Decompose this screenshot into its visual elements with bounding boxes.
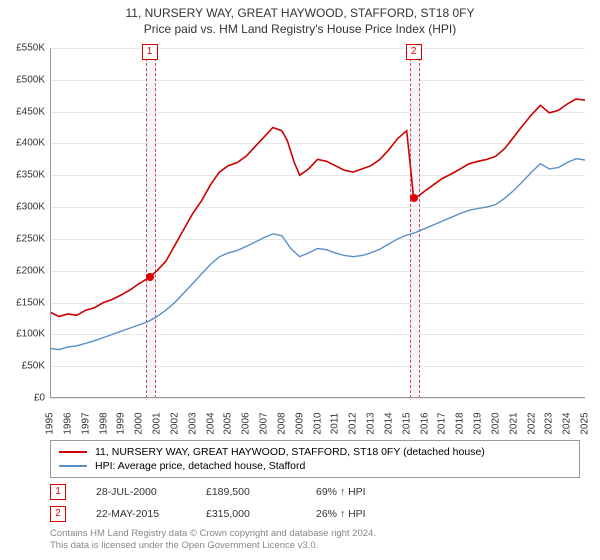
x-tick-label: 2020 bbox=[490, 412, 501, 434]
x-tick-label: 1997 bbox=[80, 412, 91, 434]
x-tick-label: 2008 bbox=[276, 412, 287, 434]
y-axis bbox=[50, 48, 51, 398]
x-tick-label: 1998 bbox=[98, 412, 109, 434]
x-tick-label: 2003 bbox=[187, 412, 198, 434]
title-main: 11, NURSERY WAY, GREAT HAYWOOD, STAFFORD… bbox=[0, 6, 600, 20]
y-tick-label: £550K bbox=[16, 43, 45, 54]
x-tick-label: 2016 bbox=[419, 412, 430, 434]
y-tick-label: £50K bbox=[22, 361, 45, 372]
x-tick-label: 2009 bbox=[294, 412, 305, 434]
x-tick-label: 1999 bbox=[116, 412, 127, 434]
sale-delta: 26% ↑ HPI bbox=[316, 508, 396, 520]
x-axis bbox=[50, 397, 585, 398]
x-tick-label: 2025 bbox=[580, 412, 591, 434]
legend: 11, NURSERY WAY, GREAT HAYWOOD, STAFFORD… bbox=[50, 440, 580, 478]
y-tick-label: £250K bbox=[16, 233, 45, 244]
legend-label: 11, NURSERY WAY, GREAT HAYWOOD, STAFFORD… bbox=[95, 446, 485, 458]
sale-marker-icon: 2 bbox=[50, 506, 66, 522]
chart-area: 12 £0£50K£100K£150K£200K£250K£300K£350K£… bbox=[50, 48, 585, 398]
x-tick-label: 2010 bbox=[312, 412, 323, 434]
sale-delta: 69% ↑ HPI bbox=[316, 486, 396, 498]
series-line-hpi bbox=[50, 159, 585, 350]
sales-row: 1 28-JUL-2000 £189,500 69% ↑ HPI bbox=[50, 484, 396, 500]
y-tick-label: £500K bbox=[16, 74, 45, 85]
legend-swatch bbox=[59, 451, 87, 453]
y-tick-label: £0 bbox=[34, 393, 45, 404]
chart-container: 11, NURSERY WAY, GREAT HAYWOOD, STAFFORD… bbox=[0, 0, 600, 560]
sale-point-marker bbox=[146, 273, 154, 281]
footer: Contains HM Land Registry data © Crown c… bbox=[50, 528, 376, 552]
line-series-svg bbox=[50, 48, 585, 398]
sale-marker-icon: 1 bbox=[50, 484, 66, 500]
x-tick-label: 2004 bbox=[205, 412, 216, 434]
sale-date: 22-MAY-2015 bbox=[96, 508, 176, 520]
footer-line: Contains HM Land Registry data © Crown c… bbox=[50, 528, 376, 540]
y-tick-label: £350K bbox=[16, 170, 45, 181]
sale-price: £189,500 bbox=[206, 486, 286, 498]
x-tick-label: 2019 bbox=[473, 412, 484, 434]
legend-item: HPI: Average price, detached house, Staf… bbox=[59, 459, 571, 473]
title-sub: Price paid vs. HM Land Registry's House … bbox=[0, 22, 600, 36]
sale-marker-flag: 1 bbox=[142, 44, 158, 60]
x-tick-label: 2015 bbox=[401, 412, 412, 434]
x-tick-label: 2002 bbox=[169, 412, 180, 434]
x-tick-label: 2005 bbox=[223, 412, 234, 434]
legend-item: 11, NURSERY WAY, GREAT HAYWOOD, STAFFORD… bbox=[59, 445, 571, 459]
sales-row: 2 22-MAY-2015 £315,000 26% ↑ HPI bbox=[50, 506, 396, 522]
legend-label: HPI: Average price, detached house, Staf… bbox=[95, 460, 305, 472]
sale-point-marker bbox=[410, 194, 418, 202]
x-tick-label: 2018 bbox=[455, 412, 466, 434]
x-tick-label: 2021 bbox=[508, 412, 519, 434]
sale-price: £315,000 bbox=[206, 508, 286, 520]
x-tick-label: 2007 bbox=[259, 412, 270, 434]
x-tick-label: 2001 bbox=[152, 412, 163, 434]
x-tick-label: 2000 bbox=[134, 412, 145, 434]
x-tick-label: 2022 bbox=[526, 412, 537, 434]
y-tick-label: £400K bbox=[16, 138, 45, 149]
x-tick-label: 2011 bbox=[330, 413, 341, 435]
y-tick-label: £300K bbox=[16, 202, 45, 213]
y-tick-label: £150K bbox=[16, 297, 45, 308]
x-tick-label: 2024 bbox=[562, 412, 573, 434]
footer-line: This data is licensed under the Open Gov… bbox=[50, 540, 376, 552]
x-tick-label: 2023 bbox=[544, 412, 555, 434]
y-tick-label: £100K bbox=[16, 329, 45, 340]
x-tick-label: 1995 bbox=[45, 412, 56, 434]
y-tick-label: £450K bbox=[16, 106, 45, 117]
title-block: 11, NURSERY WAY, GREAT HAYWOOD, STAFFORD… bbox=[0, 0, 600, 36]
sale-date: 28-JUL-2000 bbox=[96, 486, 176, 498]
x-tick-label: 2014 bbox=[383, 412, 394, 434]
legend-swatch bbox=[59, 465, 87, 467]
x-tick-label: 1996 bbox=[62, 412, 73, 434]
sales-table: 1 28-JUL-2000 £189,500 69% ↑ HPI 2 22-MA… bbox=[50, 484, 396, 528]
x-tick-label: 2006 bbox=[241, 412, 252, 434]
x-tick-label: 2013 bbox=[366, 412, 377, 434]
y-tick-label: £200K bbox=[16, 265, 45, 276]
x-tick-label: 2012 bbox=[348, 412, 359, 434]
sale-marker-flag: 2 bbox=[406, 44, 422, 60]
x-tick-label: 2017 bbox=[437, 412, 448, 434]
series-line-property bbox=[50, 99, 585, 317]
